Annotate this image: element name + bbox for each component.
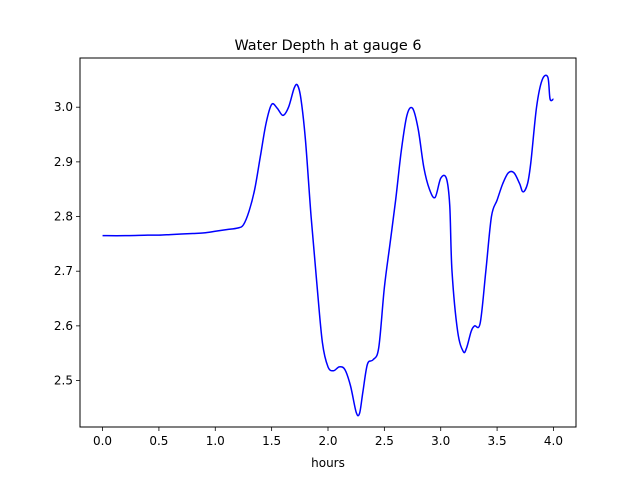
y-tick-label: 2.8 [54, 210, 73, 224]
x-tick-label: 1.5 [262, 434, 281, 448]
y-tick-label: 2.5 [54, 374, 73, 388]
series-line-0 [102, 74, 554, 417]
x-tick-label: 0.0 [93, 434, 112, 448]
x-tick-label: 0.5 [149, 434, 168, 448]
x-tick-label: 2.0 [318, 434, 337, 448]
y-tick-label: 2.6 [54, 319, 73, 333]
x-axis-label: hours [311, 456, 345, 470]
x-tick-label: 3.0 [431, 434, 450, 448]
y-tick-label: 3.0 [54, 100, 73, 114]
y-tick-label: 2.9 [54, 155, 73, 169]
x-tick-label: 1.0 [206, 434, 225, 448]
series-layer [102, 74, 554, 417]
x-tick-label: 3.5 [488, 434, 507, 448]
y-axis: 2.5 2.6 2.7 2.8 2.9 3.0 [54, 100, 80, 388]
x-tick-label: 2.5 [375, 434, 394, 448]
chart-title: Water Depth h at gauge 6 [234, 38, 421, 54]
x-axis: 0.0 0.5 1.0 1.5 2.0 2.5 3.0 3.5 4.0 [93, 427, 563, 448]
x-tick-label: 4.0 [544, 434, 563, 448]
y-tick-label: 2.7 [54, 264, 73, 278]
